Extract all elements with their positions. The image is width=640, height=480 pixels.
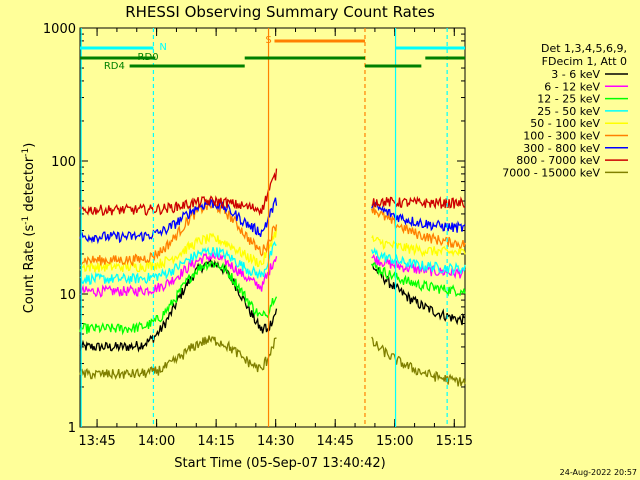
y-tick-label-1: 10: [59, 288, 76, 303]
legend-entry-8: 7000 - 15000 keV: [502, 166, 600, 179]
series-line-7-seg1: [371, 195, 466, 210]
legend-entry-1: 6 - 12 keV: [544, 80, 600, 93]
plot-frame: [79, 27, 466, 428]
legend-entry-0: 3 - 6 keV: [551, 68, 600, 81]
x-tick-label-0: 13:45: [78, 434, 115, 449]
timestamp: 24-Aug-2022 20:57: [560, 468, 637, 477]
flag-label-0: N: [159, 42, 166, 53]
series-line-8-seg0: [79, 335, 277, 380]
series-line-1-seg0: [79, 251, 278, 298]
y-tick-label-3: 1000: [43, 22, 76, 37]
x-tick-label-4: 14:45: [316, 434, 353, 449]
y-axis-label-tail: detector: [22, 156, 37, 216]
y-axis-label: Count Rate (s-1 detector-1): [21, 143, 37, 314]
series-line-3-seg0: [79, 240, 277, 285]
legend-header-line1: Det 1,3,4,5,6,9,: [541, 42, 627, 55]
series-line-1-seg1: [371, 253, 466, 280]
x-tick-label-3: 14:30: [257, 434, 294, 449]
flag-label-1: RD0: [138, 52, 159, 63]
series-line-2-seg0: [79, 260, 278, 336]
y-tick-label-0: 1: [68, 421, 76, 436]
x-axis-label: Start Time (05-Sep-07 13:40:42): [174, 456, 385, 471]
legend-entry-6: 300 - 800 keV: [523, 142, 600, 155]
legend-header-line2: FDecim 1, Att 0: [542, 55, 627, 68]
y-tick-label-2: 100: [51, 155, 76, 170]
series-line-4-seg1: [371, 234, 466, 258]
legend-entry-4: 50 - 100 keV: [530, 117, 600, 130]
series-line-7-seg0: [79, 168, 278, 217]
series-line-5-seg0: [79, 200, 278, 267]
legend-entry-7: 800 - 7000 keV: [516, 154, 600, 167]
x-tick-label-6: 15:15: [436, 434, 473, 449]
legend-entry-2: 12 - 25 keV: [537, 93, 600, 106]
series-line-6-seg0: [79, 197, 278, 245]
x-tick-label-2: 14:15: [197, 434, 234, 449]
legend-entry-5: 100 - 300 keV: [523, 130, 600, 143]
y-axis-label-close: ): [22, 143, 37, 148]
series-line-3-seg1: [371, 247, 466, 277]
x-tick-label-1: 14:00: [138, 434, 175, 449]
legend-entry-3: 25 - 50 keV: [537, 105, 600, 118]
flag-label-2: RD4: [104, 61, 125, 72]
y-axis-label-sup2: -1: [21, 148, 31, 157]
x-tick-label-5: 15:00: [376, 434, 413, 449]
chart-title: RHESSI Observing Summary Count Rates: [125, 3, 435, 21]
series-line-5-seg1: [371, 205, 466, 250]
series-line-8-seg1: [371, 336, 466, 387]
y-axis-label-main: Count Rate (s: [22, 225, 37, 314]
series-line-6-seg1: [371, 201, 466, 233]
series-line-4-seg0: [79, 228, 278, 273]
flag-label-3: S: [265, 35, 271, 46]
y-axis-label-sup: -1: [21, 216, 31, 225]
series-line-2-seg1: [371, 261, 466, 297]
series-line-0-seg0: [79, 257, 278, 353]
